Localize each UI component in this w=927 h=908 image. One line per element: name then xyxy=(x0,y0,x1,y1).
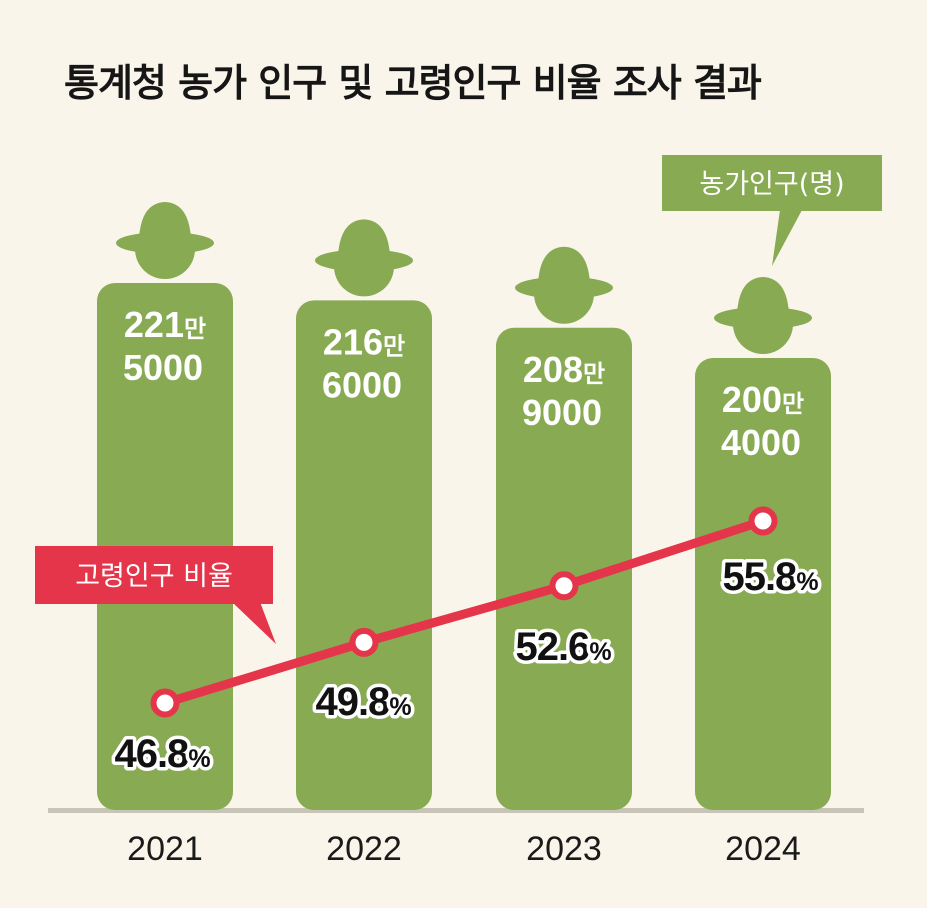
bar-value-label-line2: 9000 xyxy=(522,392,602,433)
ratio-value-label: 49.8% xyxy=(315,680,411,724)
ratio-point xyxy=(748,506,778,536)
bar-value-label: 216만 xyxy=(323,321,405,362)
legend-label: 농가인구(명) xyxy=(699,169,844,200)
ratio-value-label: 55.8% xyxy=(722,555,818,599)
bar-value-label: 200만 xyxy=(722,379,804,420)
bar-value-label-line2: 6000 xyxy=(322,364,402,405)
bar-value-label: 221만 xyxy=(124,304,206,345)
legend-bubble xyxy=(35,546,273,604)
ratio-point xyxy=(549,571,579,601)
x-tick-label: 2021 xyxy=(127,830,203,868)
bar-value-label-line2: 4000 xyxy=(721,422,801,463)
bar-body xyxy=(296,300,432,810)
legend-farm-population: 농가인구(명) xyxy=(662,155,882,266)
bar-value-label-line2: 5000 xyxy=(123,347,203,388)
x-tick-label: 2023 xyxy=(526,830,602,868)
hat-crown-icon xyxy=(139,202,191,239)
baseline xyxy=(48,808,864,813)
legend-label: 고령인구 비율 xyxy=(75,561,233,592)
bar-body xyxy=(496,327,632,810)
legend-elderly-ratio: 고령인구 비율 xyxy=(35,546,276,644)
bar-value-label: 208만 xyxy=(523,349,605,390)
legend-bubble-tail xyxy=(772,210,802,266)
ratio-value-label: 52.6% xyxy=(515,625,611,669)
legend-bubble xyxy=(662,155,882,211)
hat-crown-icon xyxy=(538,246,590,284)
legend-bubble-tail xyxy=(232,602,276,644)
ratio-point xyxy=(150,688,180,718)
bar-body xyxy=(695,358,831,810)
chart-title: 통계청 농가 인구 및 고령인구 비율 조사 결과 xyxy=(64,61,762,105)
x-tick-label: 2022 xyxy=(326,830,402,868)
x-tick-label: 2024 xyxy=(725,830,801,868)
ratio-line xyxy=(160,516,768,708)
hat-crown-icon xyxy=(338,219,390,257)
hat-crown-icon xyxy=(737,277,789,314)
ratio-point xyxy=(349,627,379,657)
